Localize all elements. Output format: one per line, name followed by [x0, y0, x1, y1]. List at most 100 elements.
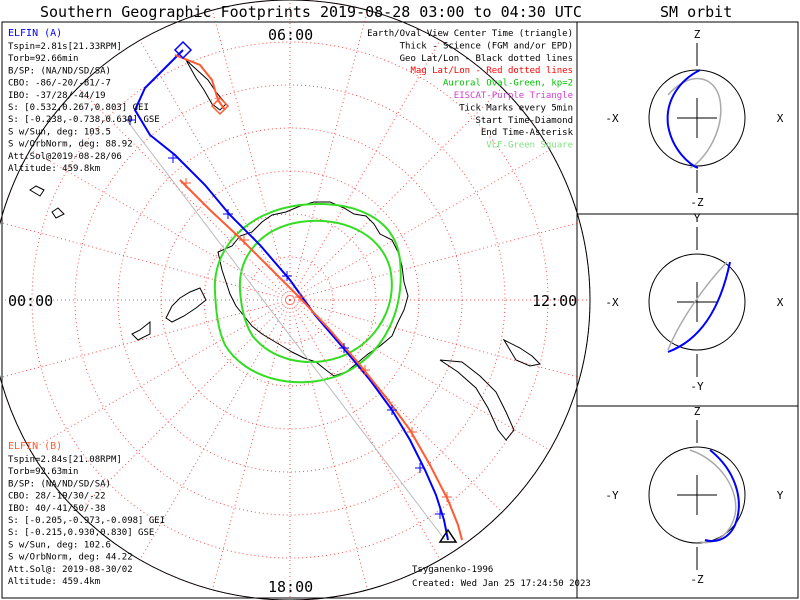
elfin-a-info-line: S: [0.532,0.267,0.803] GEI	[8, 103, 149, 113]
orbit-title: SM orbit	[660, 3, 732, 21]
coastline	[217, 201, 409, 377]
mag-longitude-line	[289, 299, 369, 590]
satellite-tracks	[124, 40, 463, 543]
mag-latitude-circle	[246, 256, 334, 344]
mlt-label-06: 06:00	[268, 26, 313, 44]
legend-entry: Auroral Oval-Green, kp=2	[443, 79, 573, 89]
axis-label-top: Z	[694, 405, 701, 418]
axis-label-left: -X	[605, 112, 619, 125]
elfin-b-info-line: IBO: 40/-41/50/-38	[8, 504, 106, 514]
earth-circle	[648, 253, 746, 351]
axis-label-bottom: -Y	[690, 380, 704, 393]
elfin-b-name: ELFIN (B)	[8, 441, 62, 452]
elfin-a-info-line: S w/OrbNorm, deg: 88.92	[8, 140, 133, 150]
coastline	[185, 59, 227, 111]
legend-entry: VLF-Green Square	[486, 141, 573, 151]
elfin-a-info-line: S: [-0.238,-0.738,0.630] GSE	[8, 115, 160, 125]
axis-label-right: Y	[777, 489, 784, 502]
mlt-label-18: 18:00	[268, 578, 313, 596]
elfin-a-start-diamond	[173, 40, 193, 60]
mag-longitude-line	[289, 299, 503, 513]
legend-entry: End Time-Asterisk	[481, 128, 574, 138]
elfin-a-info-line: Tspin=2.81s[21.33RPM]	[8, 42, 122, 52]
axis-label-top: Z	[694, 28, 701, 41]
axis-label-top: Y	[694, 212, 701, 225]
created-timestamp: Created: Wed Jan 25 17:24:50 2023	[412, 579, 591, 589]
mlt-label-12: 12:00	[532, 292, 577, 310]
coastline	[51, 207, 65, 219]
mag-longitude-line	[139, 39, 291, 301]
mag-longitude-line	[289, 299, 441, 561]
axis-label-left: -X	[605, 296, 619, 309]
mag-latitude-circle	[74, 84, 506, 516]
axis-label-left: -Y	[605, 489, 619, 502]
auroral-oval	[213, 203, 402, 384]
legend-entry: EISCAT-Purple Triangle	[454, 91, 573, 101]
view-center-triangle	[438, 528, 458, 543]
orbit-trace-a	[704, 449, 740, 543]
mlt-label-00: 00:00	[8, 292, 53, 310]
mag-longitude-line	[289, 221, 580, 301]
mag-latitude-circle	[31, 41, 549, 559]
sm-orbit-panels: Z -Z -X X Y -Y -X X Z -Z -Y Y	[605, 28, 783, 586]
coastline	[502, 338, 542, 367]
auroral-oval-inner	[238, 219, 393, 363]
legend-entry: Earth/Oval View Center Time (triangle)	[367, 29, 573, 39]
elfin-b-info-line: Altitude: 459.4km	[8, 577, 100, 587]
elfin-b-info-line: CBO: 28/-19/30/-22	[8, 492, 106, 502]
elfin-b-info-line: Tspin=2.84s[21.08RPM]	[8, 455, 122, 465]
elfin-b-start-diamond	[210, 96, 230, 116]
axis-label-bottom: -Z	[690, 196, 704, 209]
elfin-a-info-line: S w/Sun, deg: 103.5	[8, 127, 111, 137]
mag-longitude-line	[289, 10, 369, 301]
elfin-b-info-line: B/SP: (NA/ND/SD/SA)	[8, 479, 111, 489]
coastline	[131, 320, 151, 341]
auroral-oval-outer	[213, 203, 402, 384]
orbit-trace-a	[667, 261, 731, 353]
elfin-b-track	[174, 54, 463, 541]
elfin-a-info-line: Torb=92.66min	[8, 54, 78, 64]
orbit-trace-b	[667, 261, 728, 351]
map-boundary	[0, 0, 591, 600]
mag-latitude-circle	[203, 213, 377, 387]
mag-longitude-line	[289, 149, 551, 301]
earth-circle	[648, 69, 746, 167]
elfin-a-info-line: B/SP: (NA/ND/SD/SA)	[8, 66, 111, 76]
plot-title: Southern Geographic Footprints 2019-08-2…	[40, 3, 582, 21]
model-name: Tsyganenko-1996	[412, 565, 493, 575]
earth-circle	[648, 446, 746, 544]
elfin-a-name: ELFIN (A)	[8, 28, 62, 39]
elfin-b-info-line: Att.Sol@: 2019-08-30/02	[8, 565, 133, 575]
mag-longitude-line	[0, 299, 291, 379]
axis-label-bottom: -Z	[690, 573, 704, 586]
elfin-a-info: ELFIN (A) Tspin=2.81s[21.33RPM] Torb=92.6…	[8, 28, 160, 174]
elfin-a-track	[133, 49, 449, 541]
legend-entry: Thick - Science (FGM and/or EPD)	[400, 41, 573, 51]
axis-label-right: X	[777, 296, 784, 309]
coastline	[439, 359, 515, 441]
orbit-trace-a	[666, 69, 701, 169]
legend: Earth/Oval View Center Time (triangle) Th…	[367, 29, 573, 151]
mag-longitude-line	[289, 87, 503, 301]
legend-entry: Geo Lat/Lon - Black dotted lines	[400, 54, 573, 64]
mag-longitude-line	[289, 299, 580, 379]
legend-entry: Mag Lat/Lon - Red dotted lines	[410, 66, 573, 76]
mag-longitude-line	[211, 10, 291, 301]
elfin-a-info-line: Altitude: 459.8km	[8, 164, 100, 174]
orbit-trace-b	[667, 78, 722, 169]
mag-longitude-line	[29, 299, 291, 451]
magnetic-grid	[0, 0, 591, 600]
elfin-a-info-line: IBO: -37/28/-44/19	[8, 91, 106, 101]
elfin-b-info-line: S w/OrbNorm, deg: 44.22	[8, 553, 133, 563]
coastline	[29, 185, 45, 197]
elfin-b-info-line: S: [-0.205,-0.973,-0.098] GEI	[8, 516, 165, 526]
mag-longitude-line	[289, 299, 551, 451]
coastline	[165, 287, 207, 323]
legend-entry: Start Time-Diamond	[475, 116, 573, 126]
mag-longitude-line	[289, 39, 441, 301]
axis-label-right: X	[777, 112, 784, 125]
orbit-frame	[576, 21, 799, 599]
elfin-a-info-line: CBO: -86/-20/-81/-7	[8, 79, 111, 89]
view-center-line	[124, 117, 446, 541]
